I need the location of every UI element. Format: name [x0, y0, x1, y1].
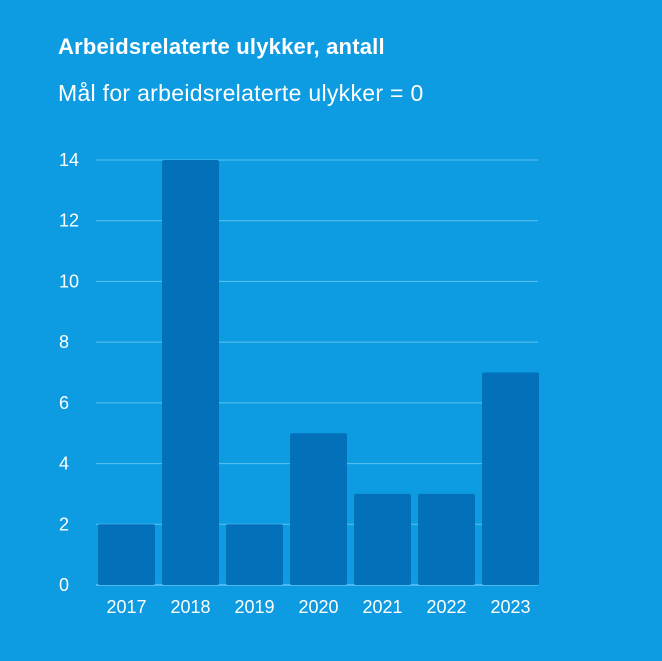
y-tick-label: 6 — [59, 393, 69, 413]
x-tick-label: 2021 — [362, 597, 402, 617]
bar-2017 — [98, 524, 155, 585]
y-tick-label: 12 — [59, 211, 79, 231]
bar-2022 — [418, 493, 475, 585]
x-tick-label: 2022 — [426, 597, 466, 617]
y-tick-label: 8 — [59, 332, 69, 352]
y-axis-ticks: 0 2 4 6 8 10 12 14 — [59, 150, 79, 595]
bar-2019 — [226, 524, 283, 585]
x-tick-label: 2023 — [490, 597, 530, 617]
x-tick-label: 2018 — [170, 597, 210, 617]
x-tick-label: 2019 — [234, 597, 274, 617]
bar-2021 — [354, 493, 411, 585]
bar-2018 — [162, 160, 219, 585]
bars — [98, 160, 539, 585]
bar-2020 — [290, 433, 347, 585]
y-tick-label: 2 — [59, 514, 69, 534]
y-tick-label: 4 — [59, 454, 69, 474]
x-tick-label: 2020 — [298, 597, 338, 617]
y-tick-label: 14 — [59, 150, 79, 170]
bar-2023 — [482, 372, 539, 585]
x-axis-ticks: 2017 2018 2019 2020 2021 2022 2023 — [106, 597, 530, 617]
chart-title: Arbeidsrelaterte ulykker, antall — [58, 34, 385, 59]
y-tick-label: 0 — [59, 575, 69, 595]
chart-subtitle: Mål for arbeidsrelaterte ulykker = 0 — [58, 80, 424, 106]
y-tick-label: 10 — [59, 271, 79, 291]
x-tick-label: 2017 — [106, 597, 146, 617]
